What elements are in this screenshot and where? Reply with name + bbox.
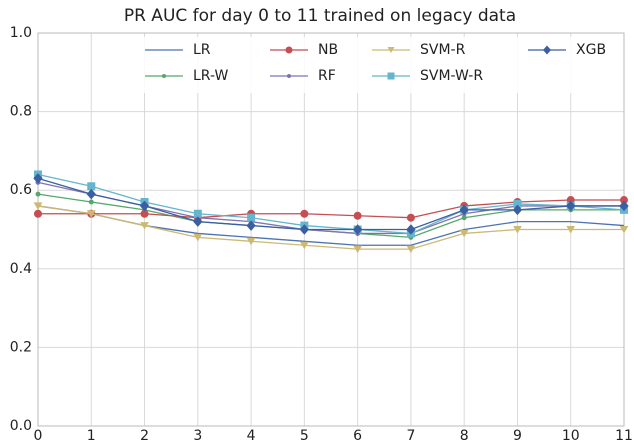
- chart-title: PR AUC for day 0 to 11 trained on legacy…: [124, 6, 516, 26]
- legend-marker: [162, 74, 166, 78]
- y-tick-label: 1.0: [10, 25, 32, 41]
- point: [619, 226, 629, 234]
- x-tick-label: 6: [353, 428, 362, 444]
- series-line: [37, 205, 624, 250]
- point: [140, 222, 149, 230]
- point: [459, 229, 469, 238]
- legend-marker: [287, 74, 291, 78]
- legend-label: XGB: [576, 42, 606, 58]
- point: [461, 215, 467, 221]
- point: [299, 241, 309, 250]
- x-tick-label: 9: [513, 428, 522, 444]
- point: [86, 188, 96, 200]
- point: [619, 200, 629, 212]
- point: [406, 245, 416, 254]
- x-tick-label: 4: [247, 428, 256, 444]
- x-tick-label: 5: [300, 428, 309, 444]
- x-tick-label: 0: [34, 428, 43, 444]
- y-tick-label: 0.2: [10, 339, 32, 355]
- point: [140, 209, 149, 218]
- legend-box: [140, 37, 622, 93]
- series-line: [38, 199, 624, 219]
- x-tick-label: 1: [87, 428, 96, 444]
- x-tick-label: 7: [406, 428, 415, 444]
- legend-label: SVM-R: [420, 42, 466, 58]
- legend-label: LR-W: [193, 68, 228, 84]
- point: [406, 224, 416, 235]
- point: [87, 182, 96, 191]
- legend-label: SVM-W-R: [420, 68, 483, 84]
- point: [353, 211, 362, 220]
- point: [246, 237, 256, 246]
- y-tick-label: 0.4: [10, 261, 32, 277]
- point: [566, 226, 576, 234]
- point: [193, 233, 203, 242]
- x-tick-label: 3: [193, 428, 202, 444]
- point: [512, 204, 523, 216]
- y-tick-label: 0.6: [10, 182, 32, 198]
- point: [566, 200, 576, 212]
- series-line: [37, 173, 625, 235]
- x-tick-label: 11: [615, 428, 633, 444]
- point: [33, 202, 43, 210]
- point: [88, 199, 94, 205]
- point: [139, 200, 150, 212]
- legend-label: RF: [318, 68, 336, 84]
- point: [353, 245, 363, 254]
- legend-label: NB: [318, 42, 338, 58]
- point: [299, 224, 310, 235]
- y-tick-label: 0.8: [10, 104, 32, 120]
- point: [352, 224, 363, 235]
- series-line: [37, 205, 625, 246]
- x-tick-label: 10: [562, 428, 580, 444]
- point: [193, 216, 203, 227]
- point: [35, 191, 41, 197]
- series-line: [37, 177, 624, 231]
- x-tick-label: 2: [140, 428, 149, 444]
- y-tick-label: 0.0: [10, 418, 32, 434]
- legend-marker: [285, 46, 293, 54]
- point: [247, 213, 256, 222]
- point: [459, 204, 469, 216]
- point: [246, 220, 256, 231]
- legend-marker: [543, 45, 551, 55]
- point: [34, 209, 42, 218]
- point: [86, 210, 96, 218]
- point: [193, 209, 202, 218]
- point: [33, 173, 43, 184]
- point: [300, 209, 309, 218]
- legend-label: LR: [193, 42, 211, 58]
- point: [406, 213, 415, 222]
- legend-marker: [387, 47, 395, 53]
- legend-marker: [387, 72, 395, 80]
- x-tick-label: 8: [460, 428, 469, 444]
- point: [513, 226, 522, 234]
